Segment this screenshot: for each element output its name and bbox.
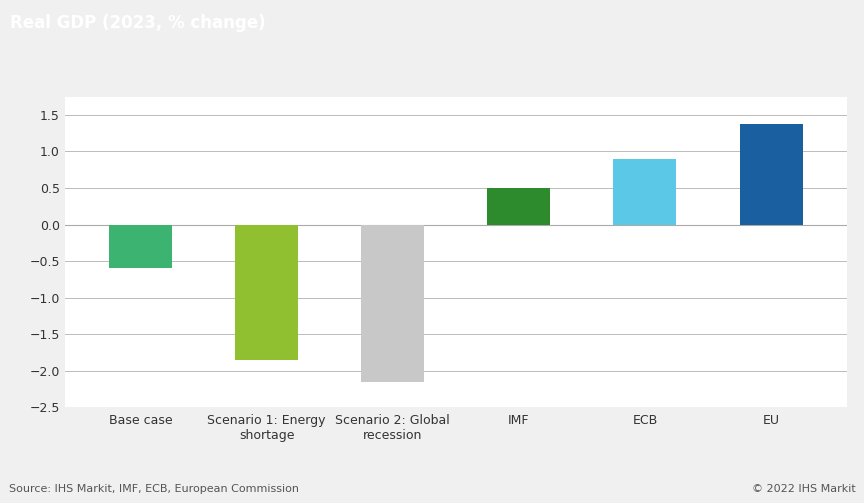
Bar	[740, 124, 803, 224]
Bar	[109, 224, 172, 269]
Text: © 2022 IHS Markit: © 2022 IHS Markit	[752, 484, 855, 494]
Bar	[361, 224, 424, 382]
Bar	[487, 188, 550, 224]
Text: Source: IHS Markit, IMF, ECB, European Commission: Source: IHS Markit, IMF, ECB, European C…	[9, 484, 299, 494]
Bar	[235, 224, 298, 360]
Bar	[613, 159, 677, 224]
Text: Real GDP (2023, % change): Real GDP (2023, % change)	[10, 14, 266, 32]
